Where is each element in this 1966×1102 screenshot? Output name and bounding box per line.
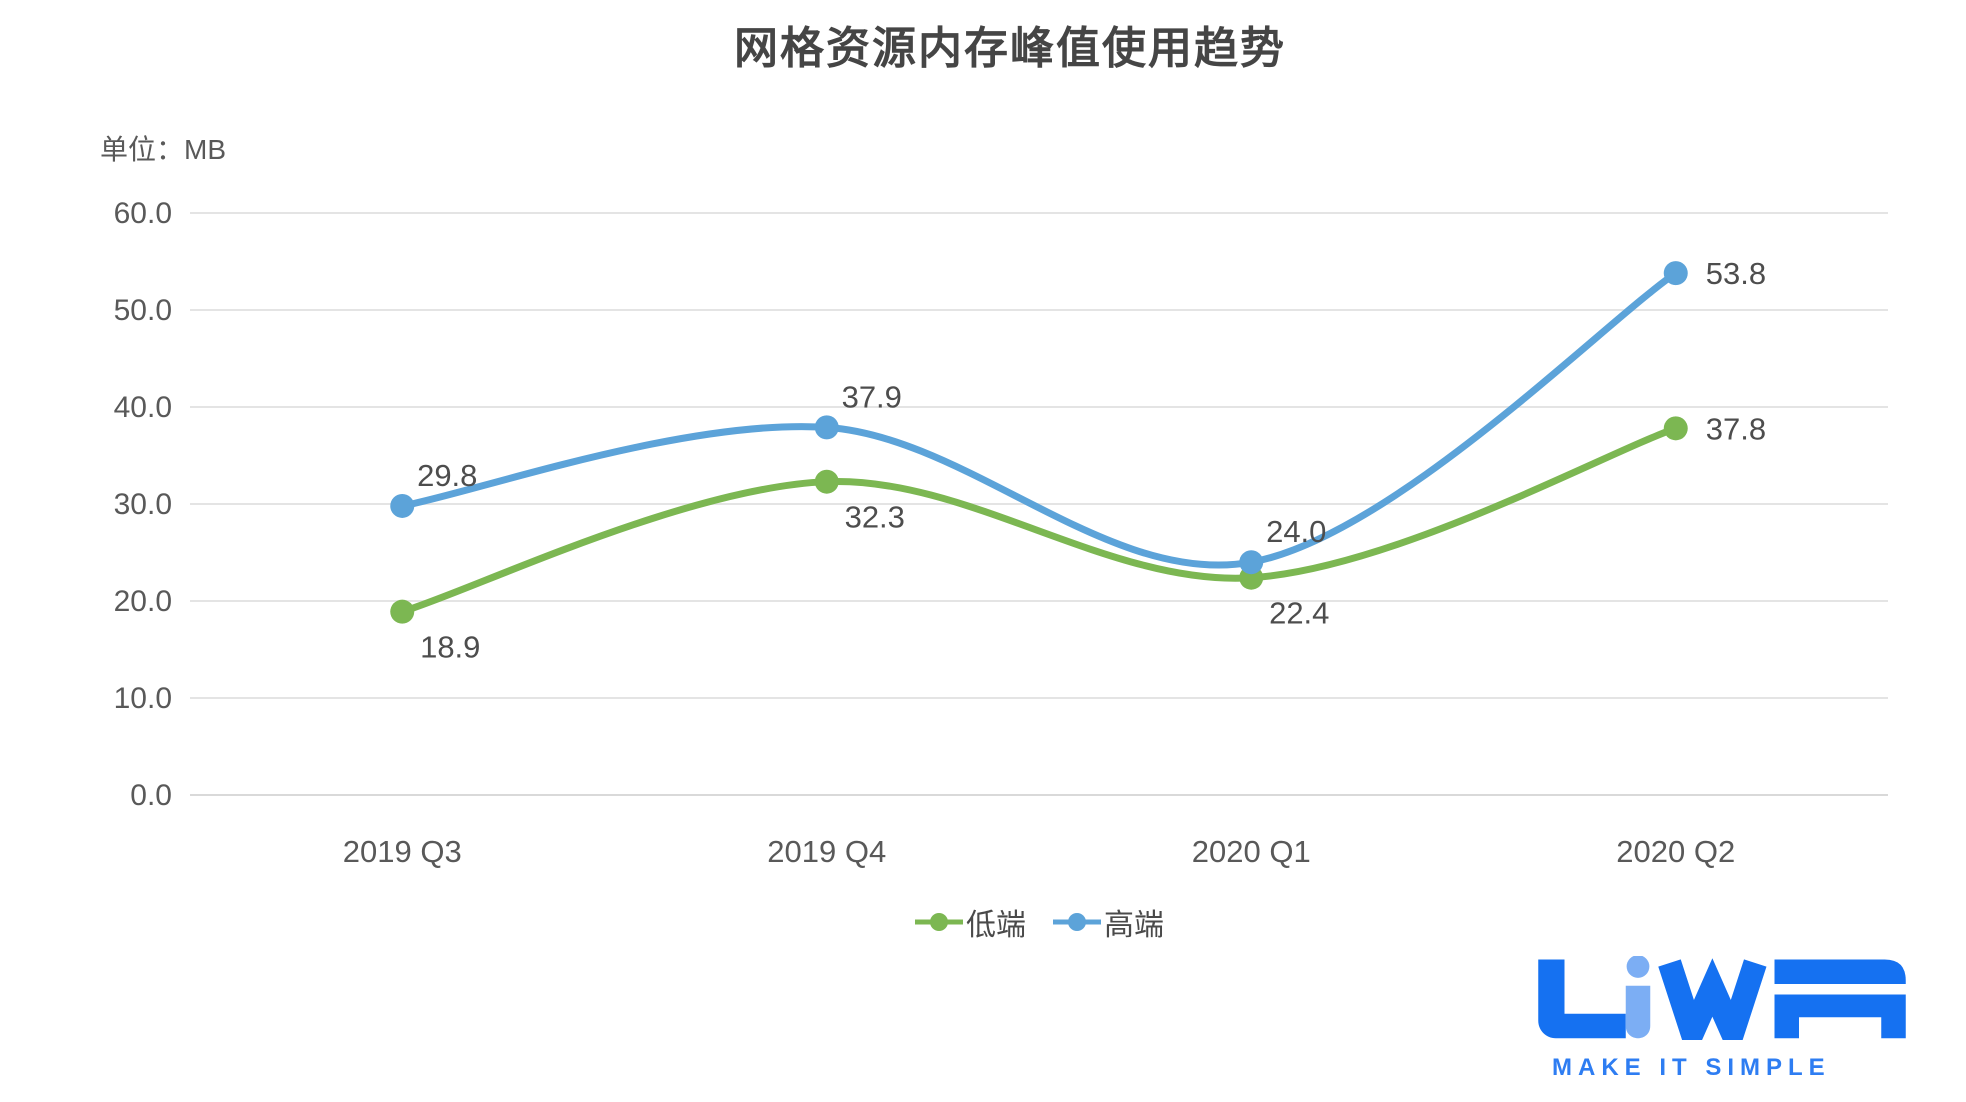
- series-point-0: [1663, 416, 1688, 441]
- series-point-1: [1663, 261, 1688, 286]
- data-label-0: 32.3: [845, 500, 905, 535]
- data-label-1: 29.8: [417, 458, 477, 493]
- series-line-1: [398, 269, 1680, 569]
- x-category-label: 2019 Q4: [767, 834, 886, 869]
- x-category-label: 2020 Q1: [1192, 834, 1311, 869]
- y-tick-label: 20.0: [114, 585, 172, 618]
- data-label-0: 37.8: [1706, 411, 1766, 446]
- y-tick-label: 40.0: [114, 391, 172, 424]
- y-tick-label: 60.0: [114, 197, 172, 230]
- data-label-0: 22.4: [1269, 596, 1329, 631]
- series-line-0: [398, 424, 1680, 616]
- legend-item-high-end: 高端: [1052, 900, 1164, 944]
- y-tick-label: 30.0: [114, 488, 172, 521]
- y-tick-label: 10.0: [114, 682, 172, 715]
- y-axis-unit-label: 单位：MB: [100, 134, 227, 165]
- data-label-0: 18.9: [420, 630, 480, 665]
- legend-label-high-end: 高端: [1104, 909, 1164, 942]
- series-point-1: [390, 493, 415, 518]
- y-tick-label: 50.0: [114, 294, 172, 327]
- legend-marker-line-dot-icon: [915, 913, 963, 931]
- liwa-logo: MAKE IT SIMPLE: [1538, 955, 1906, 1082]
- logo-tagline: MAKE IT SIMPLE: [1552, 1054, 1831, 1081]
- y-tick-label: 0.0: [130, 779, 172, 812]
- series-point-0: [390, 599, 415, 624]
- series-point-1: [814, 415, 839, 440]
- data-label-1: 24.0: [1266, 514, 1326, 549]
- legend-item-low-end: 低端: [914, 900, 1026, 944]
- series-point-0: [814, 469, 839, 494]
- legend-marker-line-dot-icon: [1053, 913, 1101, 931]
- data-label-1: 53.8: [1706, 256, 1766, 291]
- x-category-label: 2019 Q3: [343, 834, 462, 869]
- liwa-logo-icon: [1538, 955, 1906, 1067]
- data-label-1: 37.9: [842, 379, 902, 414]
- x-category-label: 2020 Q2: [1616, 834, 1735, 869]
- legend-label-low-end: 低端: [966, 909, 1026, 942]
- chart-legend: 低端 高端: [190, 900, 1888, 944]
- series-point-1: [1239, 550, 1264, 575]
- chart-title: 网格资源内存峰值使用趋势: [734, 24, 1286, 73]
